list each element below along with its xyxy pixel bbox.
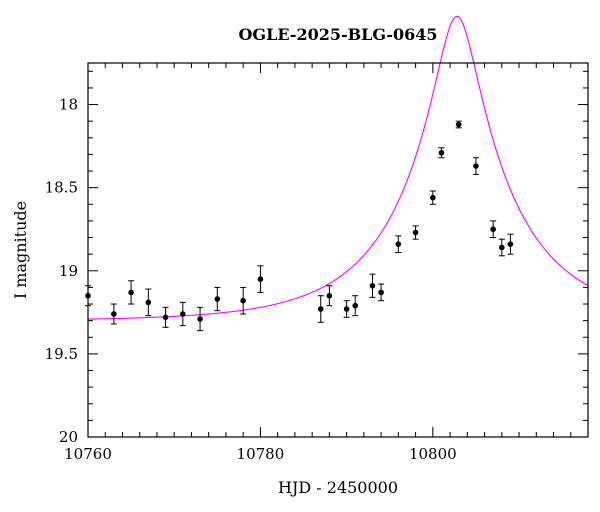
point-marker — [162, 314, 169, 321]
data-point — [145, 288, 152, 317]
point-marker — [257, 276, 264, 282]
data-point — [110, 303, 117, 325]
point-marker — [180, 311, 186, 317]
point-marker — [430, 194, 436, 201]
point-marker — [343, 306, 350, 312]
point-marker — [438, 149, 445, 156]
y-tick-label: 18 — [59, 96, 78, 114]
data-point — [429, 190, 436, 205]
y-tick-label: 18.5 — [45, 179, 78, 197]
data-point — [438, 147, 445, 159]
point-marker — [369, 282, 376, 289]
point-marker — [455, 121, 462, 128]
point-marker — [197, 316, 203, 322]
x-tick-label: 10780 — [237, 445, 285, 463]
data-point — [257, 265, 264, 293]
y-tick-label: 19 — [59, 262, 78, 280]
model-curve — [87, 15, 589, 320]
tick-labels: 10760 10780 10800 18 18.5 19 19.5 20 — [45, 96, 457, 463]
data-point — [369, 273, 376, 298]
data-point — [472, 157, 479, 175]
point-marker — [498, 244, 505, 251]
x-tick-label: 10760 — [64, 445, 112, 463]
point-marker — [145, 299, 152, 306]
data-point — [412, 225, 419, 240]
point-marker — [111, 311, 117, 317]
y-axis-label: I magnitude — [11, 201, 30, 299]
data-point — [343, 300, 350, 318]
point-marker — [473, 163, 479, 169]
data-point — [179, 301, 186, 327]
data-point — [395, 235, 402, 253]
data-point — [326, 285, 333, 307]
point-marker — [395, 241, 402, 247]
chart-title: OGLE-2025-BLG-0645 — [238, 25, 437, 44]
data-point — [240, 286, 247, 315]
data-point — [197, 306, 204, 332]
data-point — [128, 280, 135, 305]
point-marker — [507, 241, 514, 247]
axis-ticks — [87, 63, 589, 438]
data-point — [507, 233, 514, 255]
data-point — [214, 286, 221, 312]
data-point — [352, 295, 359, 317]
model-curve-layer — [87, 15, 589, 320]
data-point — [498, 238, 505, 257]
point-marker — [240, 297, 246, 304]
point-marker — [128, 289, 134, 296]
point-marker — [326, 292, 333, 299]
data-points-layer — [85, 120, 514, 332]
x-axis-label: HJD - 2450000 — [278, 478, 398, 497]
point-marker — [214, 296, 221, 302]
point-marker — [378, 289, 384, 296]
x-tick-label: 10800 — [409, 445, 457, 463]
data-point — [490, 220, 497, 239]
data-point — [317, 295, 324, 323]
point-marker — [412, 229, 419, 236]
point-marker — [317, 306, 324, 312]
point-marker — [490, 226, 496, 233]
point-marker — [352, 302, 359, 309]
y-tick-label: 20 — [59, 428, 78, 446]
plot-frame — [87, 62, 589, 438]
data-point — [455, 120, 462, 129]
data-point — [378, 283, 385, 302]
data-point — [162, 306, 169, 328]
y-tick-label: 19.5 — [45, 345, 78, 363]
